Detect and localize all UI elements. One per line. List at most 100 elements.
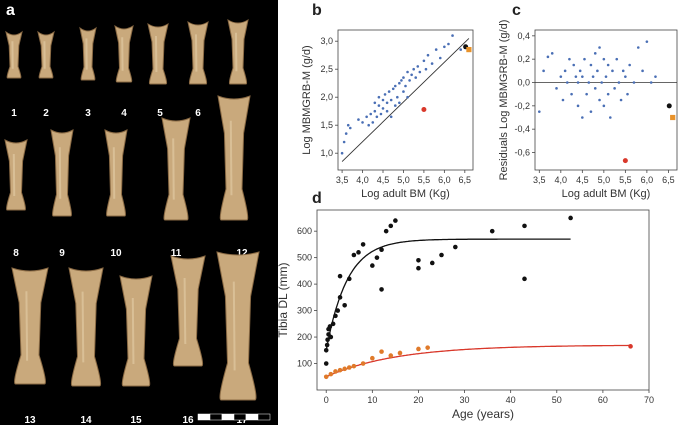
data-point <box>378 104 381 107</box>
data-point <box>564 70 567 73</box>
data-point <box>374 102 377 105</box>
data-point <box>361 361 366 366</box>
data-point <box>416 65 419 68</box>
data-point <box>607 93 610 96</box>
x-tick-label: 6,5 <box>662 175 675 185</box>
data-point <box>338 274 343 279</box>
data-point <box>338 295 343 300</box>
y-tick-label: 200 <box>297 332 312 342</box>
data-point <box>331 322 336 327</box>
panel-label-a: a <box>6 2 15 20</box>
data-point <box>579 70 582 73</box>
data-point <box>600 81 603 84</box>
data-point <box>421 107 426 112</box>
data-point <box>622 70 625 73</box>
data-point <box>611 70 614 73</box>
data-point <box>342 303 347 308</box>
x-tick-label: 6,0 <box>641 175 654 185</box>
data-point <box>380 113 383 116</box>
data-point <box>406 71 409 74</box>
data-point <box>654 75 657 78</box>
data-point <box>400 79 403 82</box>
data-point <box>388 353 393 358</box>
y-axis-label: Log MBMGRB-M (g/d) <box>301 45 313 154</box>
data-point <box>667 103 672 108</box>
data-point <box>577 81 580 84</box>
y-axis-label: Tibia DL (mm) <box>276 262 290 337</box>
data-point <box>390 99 393 102</box>
data-point <box>396 96 399 99</box>
panel-label-c: c <box>512 2 521 20</box>
x-tick-label: 5,5 <box>619 175 632 185</box>
data-point <box>416 258 421 263</box>
data-point <box>583 58 586 61</box>
data-point <box>386 110 389 113</box>
y-tick-label: 1,0 <box>320 148 333 158</box>
data-point <box>333 369 338 374</box>
data-point <box>352 253 357 258</box>
data-point <box>382 99 385 102</box>
x-tick-label: 0 <box>324 395 329 405</box>
data-point <box>594 52 597 55</box>
y-tick-label: 2,5 <box>320 64 333 74</box>
data-point <box>410 74 413 77</box>
x-tick-label: 6,0 <box>438 175 451 185</box>
data-point <box>425 345 430 350</box>
data-point <box>379 349 384 354</box>
x-tick-label: 30 <box>460 395 470 405</box>
panel-label-b: b <box>312 2 322 20</box>
x-tick-label: 60 <box>598 395 608 405</box>
y-tick-label: -0,2 <box>514 101 530 111</box>
data-point <box>566 81 569 84</box>
data-point <box>349 127 352 130</box>
x-tick-label: 70 <box>644 395 654 405</box>
data-point <box>345 132 348 135</box>
data-point <box>572 64 575 67</box>
data-point <box>453 245 458 250</box>
data-point <box>398 82 401 85</box>
data-point <box>384 229 389 234</box>
data-point <box>404 85 407 88</box>
data-point <box>587 81 590 84</box>
data-point <box>335 308 340 313</box>
data-point <box>555 87 558 90</box>
data-point <box>451 34 454 37</box>
data-point <box>329 372 334 377</box>
data-point <box>435 48 438 51</box>
data-point <box>388 224 393 229</box>
data-point <box>542 70 545 73</box>
data-point <box>575 75 578 78</box>
y-tick-label: 500 <box>297 253 312 263</box>
y-tick-label: 3,0 <box>320 36 333 46</box>
regression-line <box>342 38 469 161</box>
x-tick-label: 3,5 <box>533 175 546 185</box>
y-tick-label: -0,4 <box>514 124 530 134</box>
data-point <box>347 277 352 282</box>
data-point <box>590 64 593 67</box>
data-point <box>370 356 375 361</box>
data-point <box>361 242 366 247</box>
y-tick-label: 2,0 <box>320 92 333 102</box>
data-point <box>356 250 361 255</box>
x-axis-label: Age (years) <box>452 407 514 421</box>
data-point <box>347 124 350 127</box>
y-tick-label: 400 <box>297 279 312 289</box>
x-axis-label: Log adult BM (Kg) <box>361 188 450 200</box>
data-point <box>459 48 462 51</box>
data-point <box>568 216 573 221</box>
data-point <box>370 263 375 268</box>
y-tick-label: 0,4 <box>517 31 530 41</box>
data-point <box>538 110 541 113</box>
data-point <box>447 43 450 46</box>
data-point <box>605 75 608 78</box>
data-point <box>394 104 397 107</box>
growth-curve <box>326 239 570 350</box>
data-point <box>613 87 616 90</box>
data-point <box>628 64 631 67</box>
data-point <box>603 58 606 61</box>
data-point <box>398 351 403 356</box>
data-point <box>324 374 329 379</box>
data-point <box>439 57 442 60</box>
y-tick-label: 0,2 <box>517 54 530 64</box>
